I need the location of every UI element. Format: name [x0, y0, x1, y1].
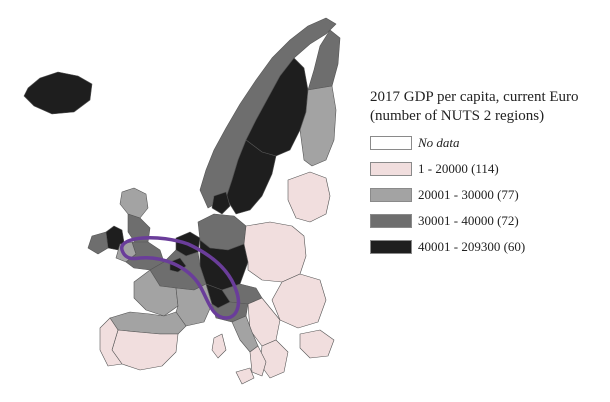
- legend-title-line2: (number of NUTS 2 regions): [370, 108, 545, 124]
- region-romania-bulgaria: [271, 273, 327, 329]
- legend-items: No data 1 - 20000 (114) 20001 - 30000 (77)…: [370, 135, 606, 255]
- legend-label: 30001 - 40000 (72): [418, 213, 519, 228]
- legend-swatch: [370, 162, 412, 176]
- region-iceland: [23, 71, 93, 115]
- legend-label: 1 - 20000 (114): [418, 161, 499, 176]
- legend-swatch: [370, 136, 412, 150]
- legend-item: 40001 - 209300 (60): [370, 239, 606, 255]
- region-denmark: [211, 191, 231, 215]
- region-italy-south: [249, 345, 267, 377]
- region-uk-scotland: [119, 187, 149, 219]
- legend-label: No data: [418, 135, 460, 150]
- region-ireland-west: [87, 231, 109, 255]
- region-east-edge: [299, 329, 335, 359]
- legend-swatch: [370, 240, 412, 254]
- region-sardinia: [211, 333, 227, 359]
- region-sicily: [235, 367, 255, 385]
- region-central-east: [243, 221, 307, 283]
- legend-title-line1: 2017 GDP per capita, current Euro: [370, 89, 579, 105]
- legend-item: 1 - 20000 (114): [370, 161, 606, 177]
- legend-label: 20001 - 30000 (77): [418, 187, 519, 202]
- region-finland-south: [299, 85, 337, 167]
- legend-item: No data: [370, 135, 606, 151]
- legend-label: 40001 - 209300 (60): [418, 239, 526, 254]
- map-legend: 2017 GDP per capita, current Euro (numbe…: [370, 88, 606, 265]
- region-finland-north: [307, 29, 341, 91]
- legend-item: 20001 - 30000 (77): [370, 187, 606, 203]
- legend-swatch: [370, 188, 412, 202]
- region-baltics: [287, 171, 331, 223]
- region-portugal: [99, 317, 123, 367]
- legend-title: 2017 GDP per capita, current Euro (numbe…: [370, 88, 606, 126]
- europe-choropleth-map: [23, 17, 341, 385]
- region-sweden-south: [225, 139, 277, 215]
- legend-swatch: [370, 214, 412, 228]
- legend-item: 30001 - 40000 (72): [370, 213, 606, 229]
- banana-highlight-outline: [120, 236, 241, 320]
